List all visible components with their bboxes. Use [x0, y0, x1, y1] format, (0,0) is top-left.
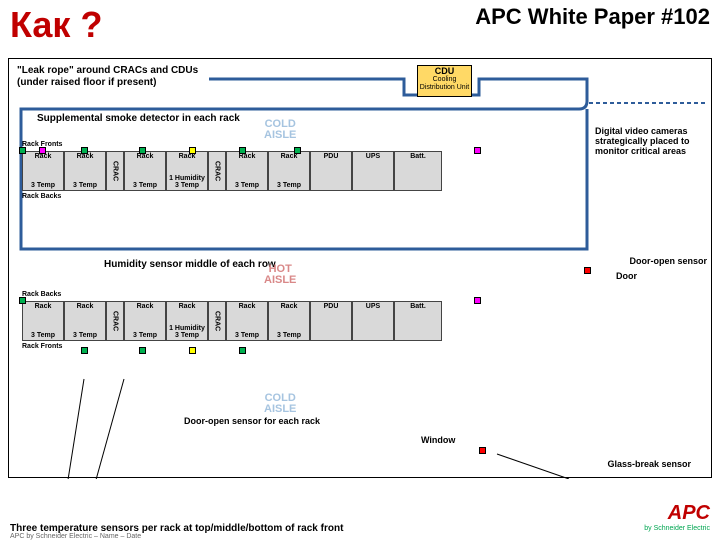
sensor-dot: [139, 347, 146, 354]
sensor-dot: [474, 297, 481, 304]
sensor-dot: [584, 267, 591, 274]
crac-cell: CRAC: [208, 301, 226, 341]
title-right: APC White Paper #102: [475, 4, 710, 46]
rack-cell: Rack3 Temp: [124, 151, 166, 191]
sensor-dot: [81, 147, 88, 154]
diagram-frame: "Leak rope" around CRACs and CDUs (under…: [8, 58, 712, 478]
sensor-dot: [139, 147, 146, 154]
batt-cell: Batt.: [394, 301, 442, 341]
sensor-dot: [189, 347, 196, 354]
rack-cell: Rack3 Temp: [22, 301, 64, 341]
rack-cell: Rack1 Humidity 3 Temp: [166, 301, 208, 341]
sensor-dot: [19, 147, 26, 154]
title-left: Как ?: [10, 4, 102, 46]
batt-cell: Batt.: [394, 151, 442, 191]
rack-cell: Rack3 Temp: [226, 301, 268, 341]
ups-cell: UPS: [352, 151, 394, 191]
crac-cell: CRAC: [106, 151, 124, 191]
sensor-dot: [19, 297, 26, 304]
door-open-note: Door-open sensor: [629, 257, 707, 267]
sensor-dot: [239, 347, 246, 354]
label-rack-backs-1: Rack Backs: [22, 193, 61, 200]
rack-cell: Rack3 Temp: [64, 301, 106, 341]
camera-note: Digital video cameras strategically plac…: [595, 127, 707, 157]
sensor-dot: [189, 147, 196, 154]
rack-row-2: Rack3 Temp Rack3 Temp CRAC Rack3 Temp Ra…: [22, 301, 442, 341]
logo: APC by Schneider Electric: [644, 502, 710, 532]
sensor-dot: [474, 147, 481, 154]
window-label: Window: [421, 435, 455, 445]
rack-cell: Rack3 Temp: [124, 301, 166, 341]
rack-cell: Rack3 Temp: [64, 151, 106, 191]
rack-cell: Rack3 Temp: [268, 301, 310, 341]
door-label: Door: [616, 271, 637, 281]
leak-note: "Leak rope" around CRACs and CDUs (under…: [17, 65, 207, 88]
rack-row-1: Rack3 Temp Rack3 Temp CRAC Rack3 Temp Ra…: [22, 151, 442, 191]
sensor-dot: [239, 147, 246, 154]
label-rack-backs-2: Rack Backs: [22, 291, 61, 298]
humidity-note: Humidity sensor middle of each row: [104, 259, 276, 270]
hot-aisle: HOTAISLE: [264, 264, 296, 286]
label-rack-fronts-2: Rack Fronts: [22, 343, 62, 350]
rack-cell: Rack3 Temp: [268, 151, 310, 191]
sensor-dot: [81, 347, 88, 354]
smoke-note: Supplemental smoke detector in each rack: [37, 113, 240, 124]
sensor-dot: [479, 447, 486, 454]
sensor-dot: [294, 147, 301, 154]
crac-cell: CRAC: [208, 151, 226, 191]
sensor-dot: [39, 147, 46, 154]
rack-cell: Rack3 Temp: [226, 151, 268, 191]
rack-cell: Rack3 Temp: [22, 151, 64, 191]
footer-small: APC by Schneider Electric – Name – Date: [10, 533, 141, 540]
pdu-cell: PDU: [310, 151, 352, 191]
cdu-box: CDUCooling Distribution Unit: [417, 65, 472, 97]
crac-cell: CRAC: [106, 301, 124, 341]
pdu-cell: PDU: [310, 301, 352, 341]
rack-cell: Rack1 Humidity 3 Temp: [166, 151, 208, 191]
cold-aisle-1: COLDAISLE: [264, 119, 296, 141]
cold-aisle-2: COLDAISLE: [264, 393, 296, 415]
door-each-note: Door-open sensor for each rack: [184, 417, 320, 427]
ups-cell: UPS: [352, 301, 394, 341]
glass-note: Glass-break sensor: [607, 459, 691, 469]
